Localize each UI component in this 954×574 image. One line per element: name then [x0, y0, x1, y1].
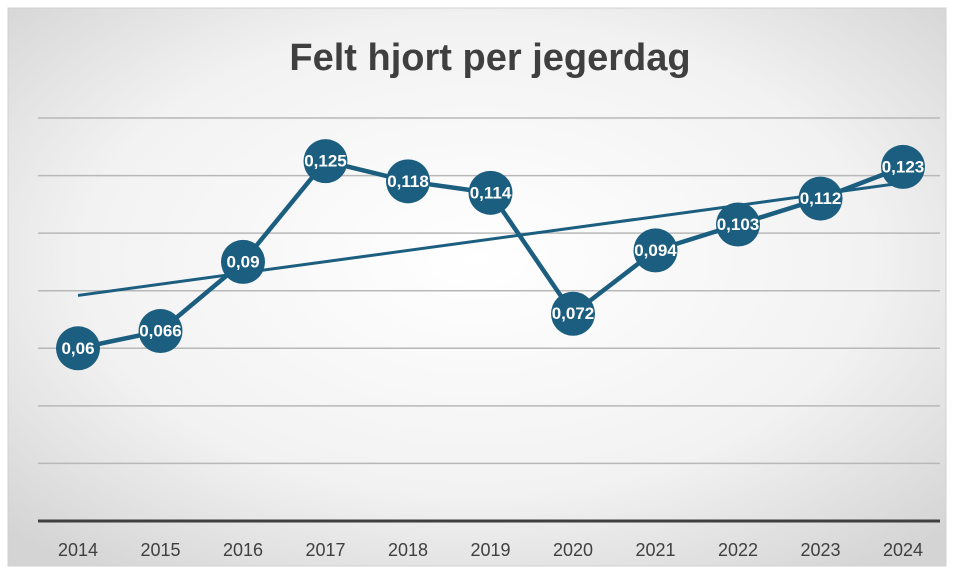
value-label: 0,094	[634, 241, 677, 260]
trendline	[77, 181, 904, 297]
value-label: 0,09	[226, 252, 259, 271]
x-tick-label: 2019	[470, 540, 510, 560]
marker	[468, 170, 513, 215]
x-tick-label: 2023	[800, 540, 840, 560]
x-tick-label: 2016	[223, 540, 263, 560]
marker	[303, 139, 348, 184]
marker	[56, 326, 100, 371]
marker	[138, 309, 183, 354]
marker	[551, 291, 595, 336]
value-label: 0,066	[139, 321, 182, 340]
value-label: 0,103	[717, 215, 760, 234]
chart-background	[7, 7, 947, 567]
x-tick-label: 2021	[635, 540, 675, 560]
marker	[386, 159, 430, 204]
value-label: 0,123	[882, 157, 925, 176]
value-label: 0,072	[552, 304, 595, 323]
x-tick-label: 2018	[388, 540, 428, 560]
x-tick-label: 2014	[58, 540, 98, 560]
x-tick-label: 2022	[718, 540, 758, 560]
value-label: 0,114	[470, 183, 512, 202]
marker	[716, 202, 760, 247]
value-label: 0,118	[387, 172, 429, 191]
x-tick-label: 2020	[553, 540, 593, 560]
value-label: 0,125	[304, 152, 347, 171]
marker	[798, 176, 843, 221]
value-label: 0,112	[800, 189, 842, 208]
marker	[633, 228, 678, 273]
chart-title: Felt hjort per jegerdag	[289, 37, 690, 79]
marker	[221, 239, 265, 284]
value-label: 0,06	[61, 339, 94, 358]
marker	[881, 144, 925, 189]
x-tick-label: 2015	[140, 540, 180, 560]
x-tick-label: 2017	[305, 540, 345, 560]
x-tick-label: 2024	[883, 540, 923, 560]
